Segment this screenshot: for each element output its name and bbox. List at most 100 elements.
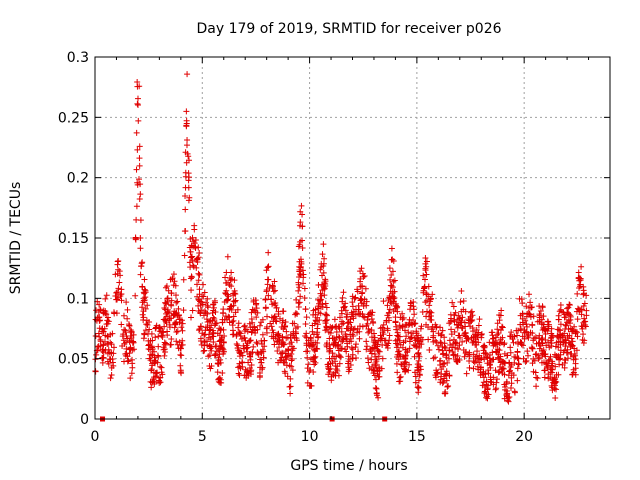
data-point <box>262 296 269 303</box>
data-point <box>419 309 426 316</box>
data-point <box>188 314 195 321</box>
data-point <box>237 349 244 356</box>
data-point <box>462 350 469 357</box>
data-point <box>323 342 330 349</box>
data-point <box>536 314 543 321</box>
data-point <box>360 273 367 280</box>
data-point <box>249 306 256 313</box>
data-point <box>521 327 528 334</box>
data-point <box>545 321 552 328</box>
x-tick-label: 5 <box>198 429 207 445</box>
data-point <box>237 365 244 372</box>
data-point <box>136 162 143 169</box>
data-point <box>513 327 520 334</box>
data-point <box>481 356 488 363</box>
data-point <box>150 376 157 383</box>
data-point <box>509 336 516 343</box>
data-point <box>322 317 329 324</box>
data-point <box>303 340 310 347</box>
data-point <box>324 312 331 319</box>
data-point <box>166 315 173 322</box>
data-point <box>333 328 340 335</box>
data-point <box>548 362 555 369</box>
data-point <box>164 295 171 302</box>
data-point <box>181 252 188 259</box>
data-point <box>286 362 293 369</box>
data-point <box>97 338 104 345</box>
data-point <box>273 304 280 311</box>
data-point <box>361 273 368 280</box>
data-point <box>309 322 316 329</box>
data-point <box>127 375 134 382</box>
data-point <box>263 288 270 295</box>
x-tick-label: 15 <box>408 429 426 445</box>
data-point <box>333 323 340 330</box>
data-point <box>178 342 185 349</box>
data-point <box>550 376 557 383</box>
data-point <box>389 284 396 291</box>
data-point <box>118 291 125 298</box>
data-point <box>525 310 532 317</box>
data-point <box>564 355 571 362</box>
data-point <box>559 361 566 368</box>
data-point <box>315 303 322 310</box>
data-point <box>159 371 166 378</box>
data-point <box>322 276 329 283</box>
data-point <box>567 316 574 323</box>
data-point <box>458 287 465 294</box>
data-point <box>262 304 269 311</box>
data-point <box>470 351 477 358</box>
data-point <box>473 326 480 333</box>
data-point <box>161 352 168 359</box>
data-point <box>132 292 139 299</box>
data-point <box>346 366 353 373</box>
data-point <box>457 299 464 306</box>
data-point <box>514 349 521 356</box>
data-point <box>496 312 503 319</box>
data-point <box>499 339 506 346</box>
data-point <box>343 333 350 340</box>
data-point <box>523 357 530 364</box>
data-point <box>527 299 534 306</box>
data-point <box>578 263 585 270</box>
data-point <box>195 296 202 303</box>
data-point <box>555 371 562 378</box>
data-point <box>357 295 364 302</box>
data-point <box>480 370 487 377</box>
data-point <box>489 332 496 339</box>
data-point <box>401 327 408 334</box>
data-point <box>564 319 571 326</box>
data-point <box>547 353 554 360</box>
data-point <box>195 270 202 277</box>
data-point <box>347 316 354 323</box>
data-point <box>574 290 581 297</box>
data-point <box>406 361 413 368</box>
data-point <box>190 243 197 250</box>
data-point <box>327 360 334 367</box>
data-point <box>397 373 404 380</box>
data-point <box>163 300 170 307</box>
data-point <box>229 322 236 329</box>
data-point <box>134 95 141 102</box>
data-point <box>283 328 290 335</box>
data-point <box>279 350 286 357</box>
data-point <box>162 284 169 291</box>
data-point <box>497 336 504 343</box>
data-point <box>542 350 549 357</box>
data-point <box>137 235 144 242</box>
data-point <box>133 203 140 210</box>
data-point <box>470 365 477 372</box>
data-point <box>207 317 214 324</box>
data-point <box>366 365 373 372</box>
data-point <box>284 353 291 360</box>
data-point <box>97 317 104 324</box>
data-point <box>217 343 224 350</box>
data-point <box>109 330 116 337</box>
data-point <box>447 341 454 348</box>
data-point <box>536 332 543 339</box>
data-point <box>118 321 125 328</box>
data-point <box>104 317 111 324</box>
data-point <box>485 367 492 374</box>
data-point <box>312 311 319 318</box>
data-point <box>214 330 221 337</box>
